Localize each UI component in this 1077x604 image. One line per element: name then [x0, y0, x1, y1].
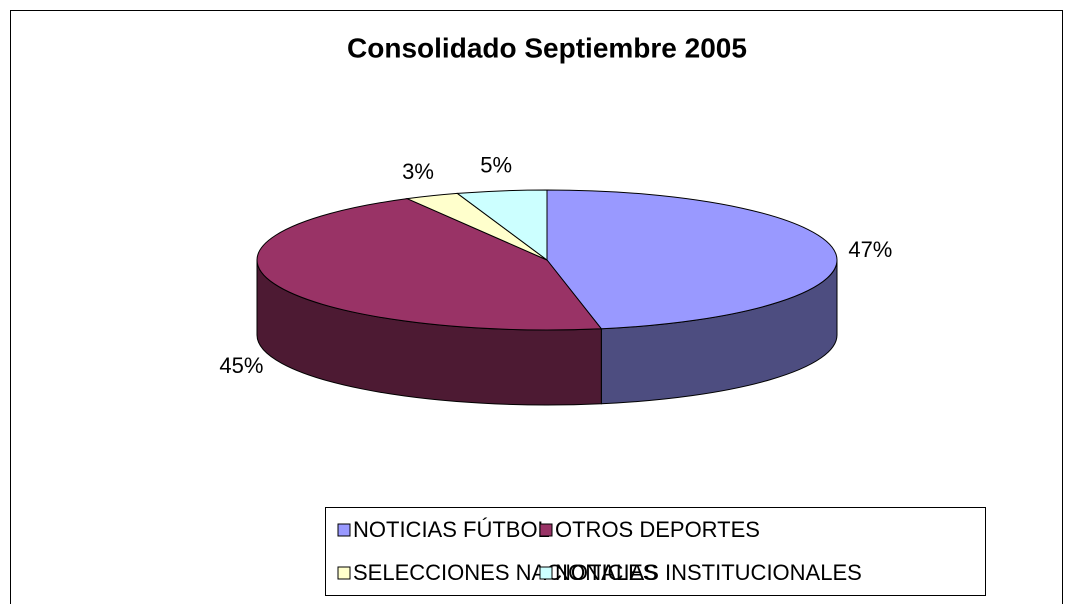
- legend-label: NOTICIAS INSTITUCIONALES: [555, 560, 862, 585]
- pie-slice: [256, 198, 603, 331]
- data-label: 3%: [402, 159, 434, 184]
- legend-label: SELECCIONES NACIONALES: [353, 560, 657, 585]
- legend-swatch: [337, 523, 351, 537]
- pie-slice: [546, 189, 838, 330]
- chart-title: Consolidado Septiembre 2005: [347, 32, 747, 63]
- legend-label: NOTICIAS FÚTBOL: [353, 517, 550, 542]
- legend-swatch: [539, 523, 553, 537]
- data-label: 47%: [848, 237, 892, 262]
- legend-box: [325, 507, 986, 596]
- legend-label: OTROS DEPORTES: [555, 517, 760, 542]
- legend-swatch: [337, 566, 351, 580]
- pie-slice: [456, 189, 548, 261]
- legend-swatch: [539, 566, 553, 580]
- data-label: 45%: [219, 353, 263, 378]
- data-label: 5%: [480, 152, 512, 177]
